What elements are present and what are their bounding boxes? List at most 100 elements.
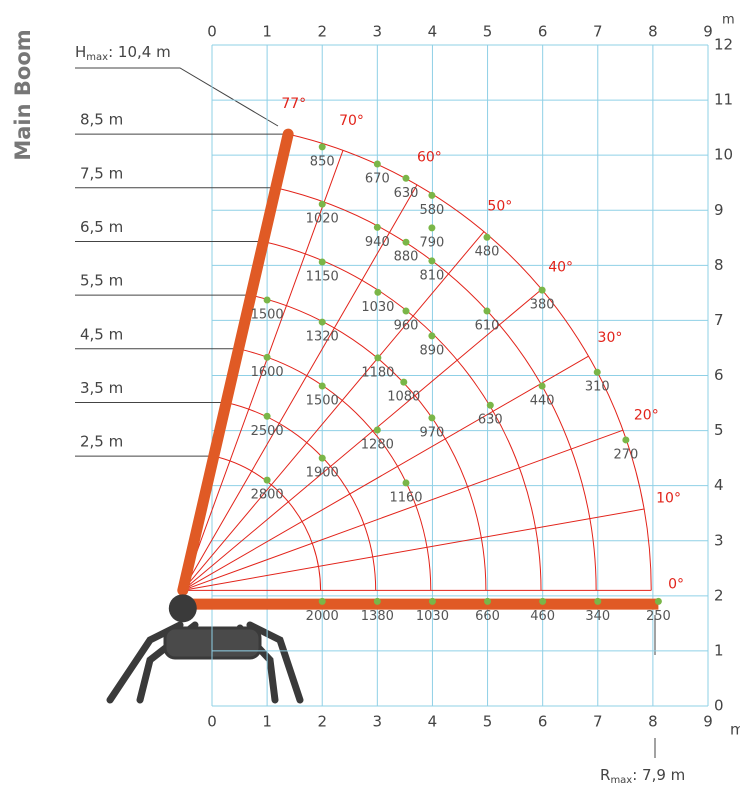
x-tick-label: 7 xyxy=(593,23,603,41)
load-point xyxy=(483,233,491,241)
load-label: 970 xyxy=(419,425,444,440)
load-point xyxy=(318,382,326,390)
load-label: 1380 xyxy=(361,609,394,624)
load-label: 460 xyxy=(530,609,555,624)
load-point xyxy=(318,454,326,462)
x-tick-label: 8 xyxy=(648,713,658,731)
radius-arc xyxy=(238,348,432,591)
load-label: 1150 xyxy=(306,270,339,285)
angle-label: 77° xyxy=(281,96,306,112)
load-label: 580 xyxy=(419,203,444,218)
angle-line xyxy=(182,429,624,591)
load-label: 880 xyxy=(394,250,419,265)
load-point xyxy=(486,401,494,409)
main-boom xyxy=(177,128,294,596)
load-point xyxy=(484,597,492,605)
y-tick-label: 0 xyxy=(714,697,724,715)
load-point xyxy=(263,412,271,420)
boom-length-label: 4,5 m xyxy=(80,325,123,343)
h-max-text: : 10,4 m xyxy=(108,43,171,61)
x-tick-label: 0 xyxy=(207,23,217,41)
load-point xyxy=(400,378,408,386)
load-point xyxy=(402,307,410,315)
load-point xyxy=(373,160,381,168)
angle-line xyxy=(182,508,645,591)
y-tick-label: 3 xyxy=(714,531,724,549)
load-point xyxy=(318,597,326,605)
x-tick-label: 2 xyxy=(317,23,327,41)
h-max-sub: max xyxy=(86,52,108,63)
y-tick-label: 2 xyxy=(714,586,724,604)
x-tick-label: 8 xyxy=(648,23,658,41)
load-point xyxy=(593,368,601,376)
load-point xyxy=(428,332,436,340)
x-tick-label: 4 xyxy=(428,23,438,41)
y-tick-label: 12 xyxy=(714,36,733,54)
load-label: 1030 xyxy=(416,609,449,624)
y-tick-label: 6 xyxy=(714,366,724,384)
load-point xyxy=(539,597,547,605)
load-label: 1160 xyxy=(389,490,422,505)
x-tick-label: 3 xyxy=(373,23,383,41)
r-max-symbol: R xyxy=(600,766,610,784)
boom-length-label: 2,5 m xyxy=(80,433,123,451)
radius-arc xyxy=(275,187,597,591)
angle-line xyxy=(182,184,418,591)
load-point xyxy=(263,353,271,361)
load-point xyxy=(373,426,381,434)
boom-length-label: 7,5 m xyxy=(80,164,123,182)
angle-label: 40° xyxy=(548,259,573,275)
h-max-leader xyxy=(75,67,279,127)
x-tick-label: 6 xyxy=(538,713,548,731)
load-point xyxy=(428,224,436,232)
boom-length-label: 5,5 m xyxy=(80,272,123,290)
load-label: 1080 xyxy=(387,390,420,405)
x-tick-label: 3 xyxy=(373,713,383,731)
x-tick-label: 2 xyxy=(317,713,327,731)
load-label: 850 xyxy=(310,154,335,169)
angle-label: 20° xyxy=(634,408,659,424)
load-label: 810 xyxy=(419,268,444,283)
r-max-sub: max xyxy=(610,775,632,786)
load-label: 630 xyxy=(478,413,503,428)
load-point xyxy=(654,597,662,605)
load-label: 440 xyxy=(530,393,555,408)
load-label: 670 xyxy=(365,171,390,186)
radius-arc xyxy=(226,401,377,591)
load-label: 2000 xyxy=(306,609,339,624)
load-label: 1180 xyxy=(361,365,394,380)
x-tick-label: 0 xyxy=(207,713,217,731)
angle-line xyxy=(182,150,344,591)
load-point xyxy=(594,597,602,605)
x-tick-label: 7 xyxy=(593,713,603,731)
h-max-symbol: H xyxy=(75,43,86,61)
x-tick-label: 1 xyxy=(262,23,272,41)
load-label: 940 xyxy=(365,235,390,250)
load-point xyxy=(318,143,326,151)
load-label: 480 xyxy=(475,245,500,260)
load-point xyxy=(263,296,271,304)
y-tick-label: 8 xyxy=(714,256,724,274)
load-label: 2800 xyxy=(251,488,284,503)
load-point xyxy=(483,307,491,315)
y-tick-label: 10 xyxy=(714,146,733,164)
radius-arc xyxy=(288,133,652,591)
load-label: 790 xyxy=(419,235,444,250)
load-label: 660 xyxy=(475,609,500,624)
angle-label: 0° xyxy=(668,576,684,592)
load-point xyxy=(428,191,436,199)
angle-label: 70° xyxy=(339,113,364,129)
chart-title: Main Boom xyxy=(11,29,35,160)
load-label: 1020 xyxy=(306,212,339,227)
load-point xyxy=(373,223,381,231)
load-point xyxy=(263,476,271,484)
load-point xyxy=(402,479,410,487)
load-label: 1030 xyxy=(361,300,394,315)
load-point xyxy=(428,257,436,265)
y-unit: m xyxy=(722,13,735,28)
radius-arc xyxy=(250,294,487,591)
y-tick-label: 4 xyxy=(714,476,724,494)
r-max-label: Rmax: 7,9 m xyxy=(600,766,685,787)
load-point xyxy=(538,286,546,294)
load-label: 270 xyxy=(613,447,638,462)
